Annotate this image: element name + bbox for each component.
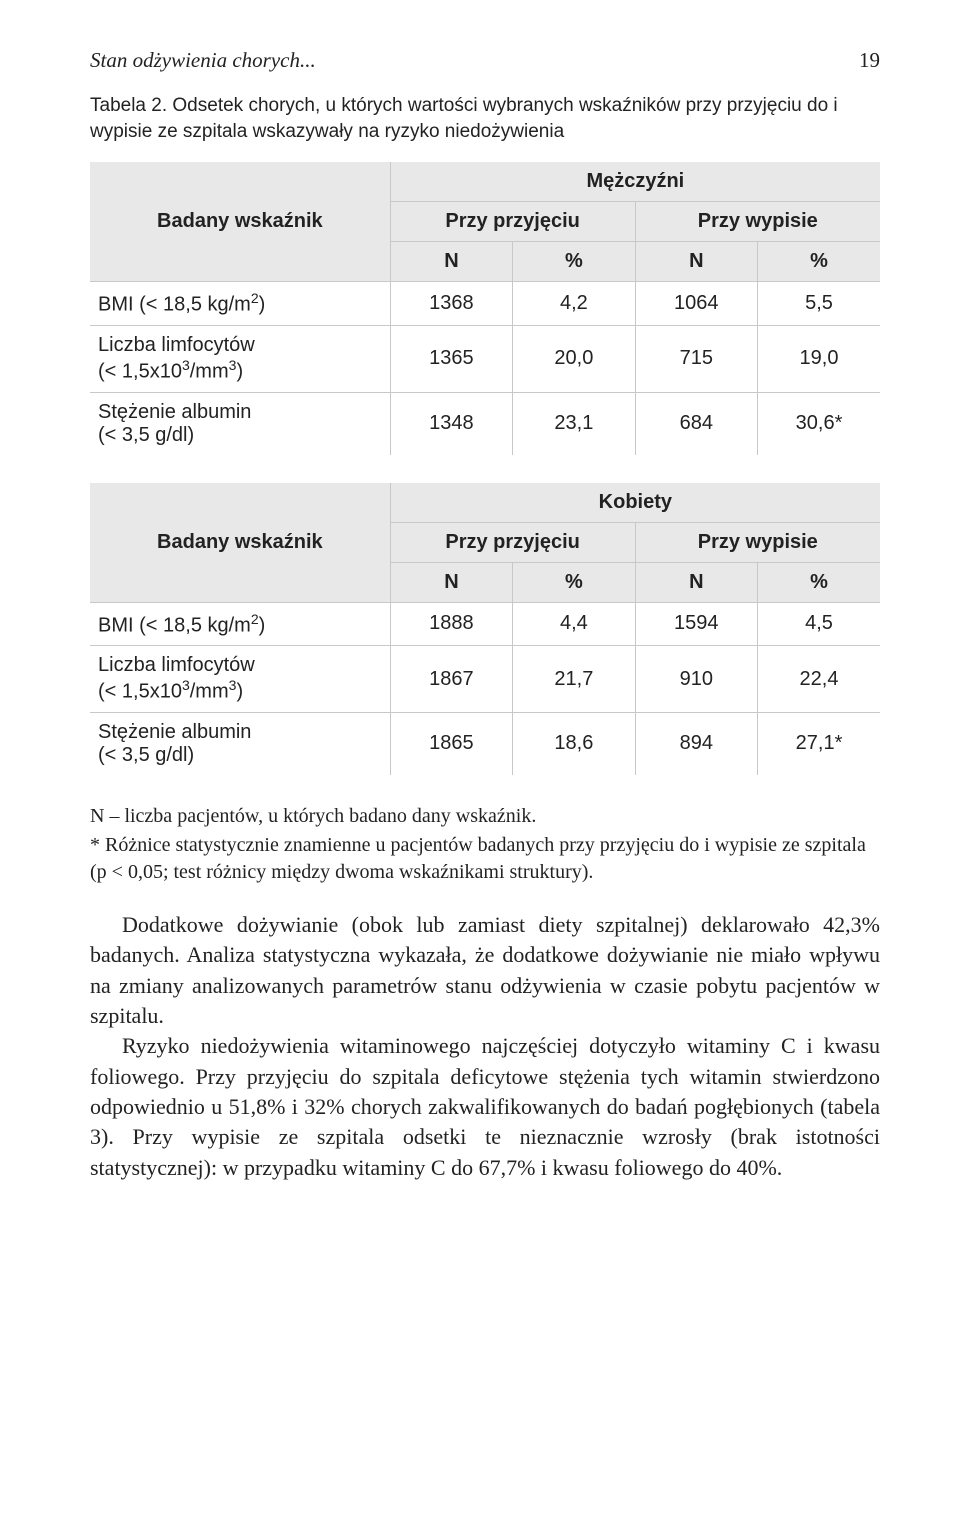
column-header-pct: % — [513, 242, 635, 282]
cell-n1: 1365 — [390, 325, 512, 392]
column-header-admission: Przy przyjęciu — [390, 522, 635, 562]
column-header-indicator: Badany wskaźnik — [90, 483, 390, 603]
cell-n2: 715 — [635, 325, 757, 392]
row-label: Liczba limfocytów(< 1,5x103/mm3) — [90, 646, 390, 713]
cell-n1: 1888 — [390, 602, 512, 646]
cell-p1: 20,0 — [513, 325, 635, 392]
cell-p2: 4,5 — [758, 602, 880, 646]
row-label: Liczba limfocytów(< 1,5x103/mm3) — [90, 325, 390, 392]
row-label: Stężenie albumin(< 3,5 g/dl) — [90, 712, 390, 775]
column-header-n: N — [635, 242, 757, 282]
column-header-n: N — [390, 242, 512, 282]
table-row: Liczba limfocytów(< 1,5x103/mm3) 1867 21… — [90, 646, 880, 713]
cell-p2: 19,0 — [758, 325, 880, 392]
column-header-admission: Przy przyjęciu — [390, 202, 635, 242]
cell-n1: 1865 — [390, 712, 512, 775]
cell-p1: 21,7 — [513, 646, 635, 713]
cell-p2: 22,4 — [758, 646, 880, 713]
table-row: BMI (< 18,5 kg/m2) 1368 4,2 1064 5,5 — [90, 282, 880, 326]
table-row: BMI (< 18,5 kg/m2) 1888 4,4 1594 4,5 — [90, 602, 880, 646]
body-paragraph-1: Dodatkowe dożywianie (obok lub zamiast d… — [90, 910, 880, 1031]
cell-n2: 684 — [635, 392, 757, 455]
table-caption: Tabela 2. Odsetek chorych, u których war… — [90, 93, 880, 144]
cell-p1: 23,1 — [513, 392, 635, 455]
column-header-pct: % — [758, 242, 880, 282]
table-row: Stężenie albumin(< 3,5 g/dl) 1865 18,6 8… — [90, 712, 880, 775]
cell-p2: 30,6* — [758, 392, 880, 455]
body-paragraph-2: Ryzyko niedożywienia witaminowego najczę… — [90, 1031, 880, 1183]
cell-n1: 1368 — [390, 282, 512, 326]
cell-n1: 1348 — [390, 392, 512, 455]
cell-n2: 894 — [635, 712, 757, 775]
column-header-discharge: Przy wypisie — [635, 202, 880, 242]
cell-p1: 4,2 — [513, 282, 635, 326]
table-footnote-2: * Różnice statystycznie znamienne u pacj… — [90, 832, 880, 886]
table-footnote-1: N – liczba pacjentów, u których badano d… — [90, 803, 880, 830]
column-header-pct: % — [513, 562, 635, 602]
table-caption-text: Odsetek chorych, u których wartości wybr… — [90, 95, 838, 142]
cell-n2: 910 — [635, 646, 757, 713]
table-caption-label: Tabela 2. — [90, 95, 167, 116]
cell-p1: 4,4 — [513, 602, 635, 646]
cell-p2: 5,5 — [758, 282, 880, 326]
row-label: BMI (< 18,5 kg/m2) — [90, 282, 390, 326]
running-title: Stan odżywienia chorych... — [90, 48, 316, 73]
cell-p2: 27,1* — [758, 712, 880, 775]
column-header-indicator: Badany wskaźnik — [90, 162, 390, 282]
row-label: Stężenie albumin(< 3,5 g/dl) — [90, 392, 390, 455]
column-header-sex: Kobiety — [390, 483, 880, 523]
page-number: 19 — [859, 48, 880, 73]
cell-p1: 18,6 — [513, 712, 635, 775]
row-label: BMI (< 18,5 kg/m2) — [90, 602, 390, 646]
table-row: Stężenie albumin(< 3,5 g/dl) 1348 23,1 6… — [90, 392, 880, 455]
running-head: Stan odżywienia chorych... 19 — [90, 48, 880, 73]
column-header-discharge: Przy wypisie — [635, 522, 880, 562]
column-header-pct: % — [758, 562, 880, 602]
cell-n2: 1594 — [635, 602, 757, 646]
column-header-sex: Mężczyźni — [390, 162, 880, 202]
table-women: Badany wskaźnik Kobiety Przy przyjęciu P… — [90, 483, 880, 775]
table-men: Badany wskaźnik Mężczyźni Przy przyjęciu… — [90, 162, 880, 454]
table-row: Liczba limfocytów(< 1,5x103/mm3) 1365 20… — [90, 325, 880, 392]
cell-n1: 1867 — [390, 646, 512, 713]
column-header-n: N — [635, 562, 757, 602]
cell-n2: 1064 — [635, 282, 757, 326]
column-header-n: N — [390, 562, 512, 602]
